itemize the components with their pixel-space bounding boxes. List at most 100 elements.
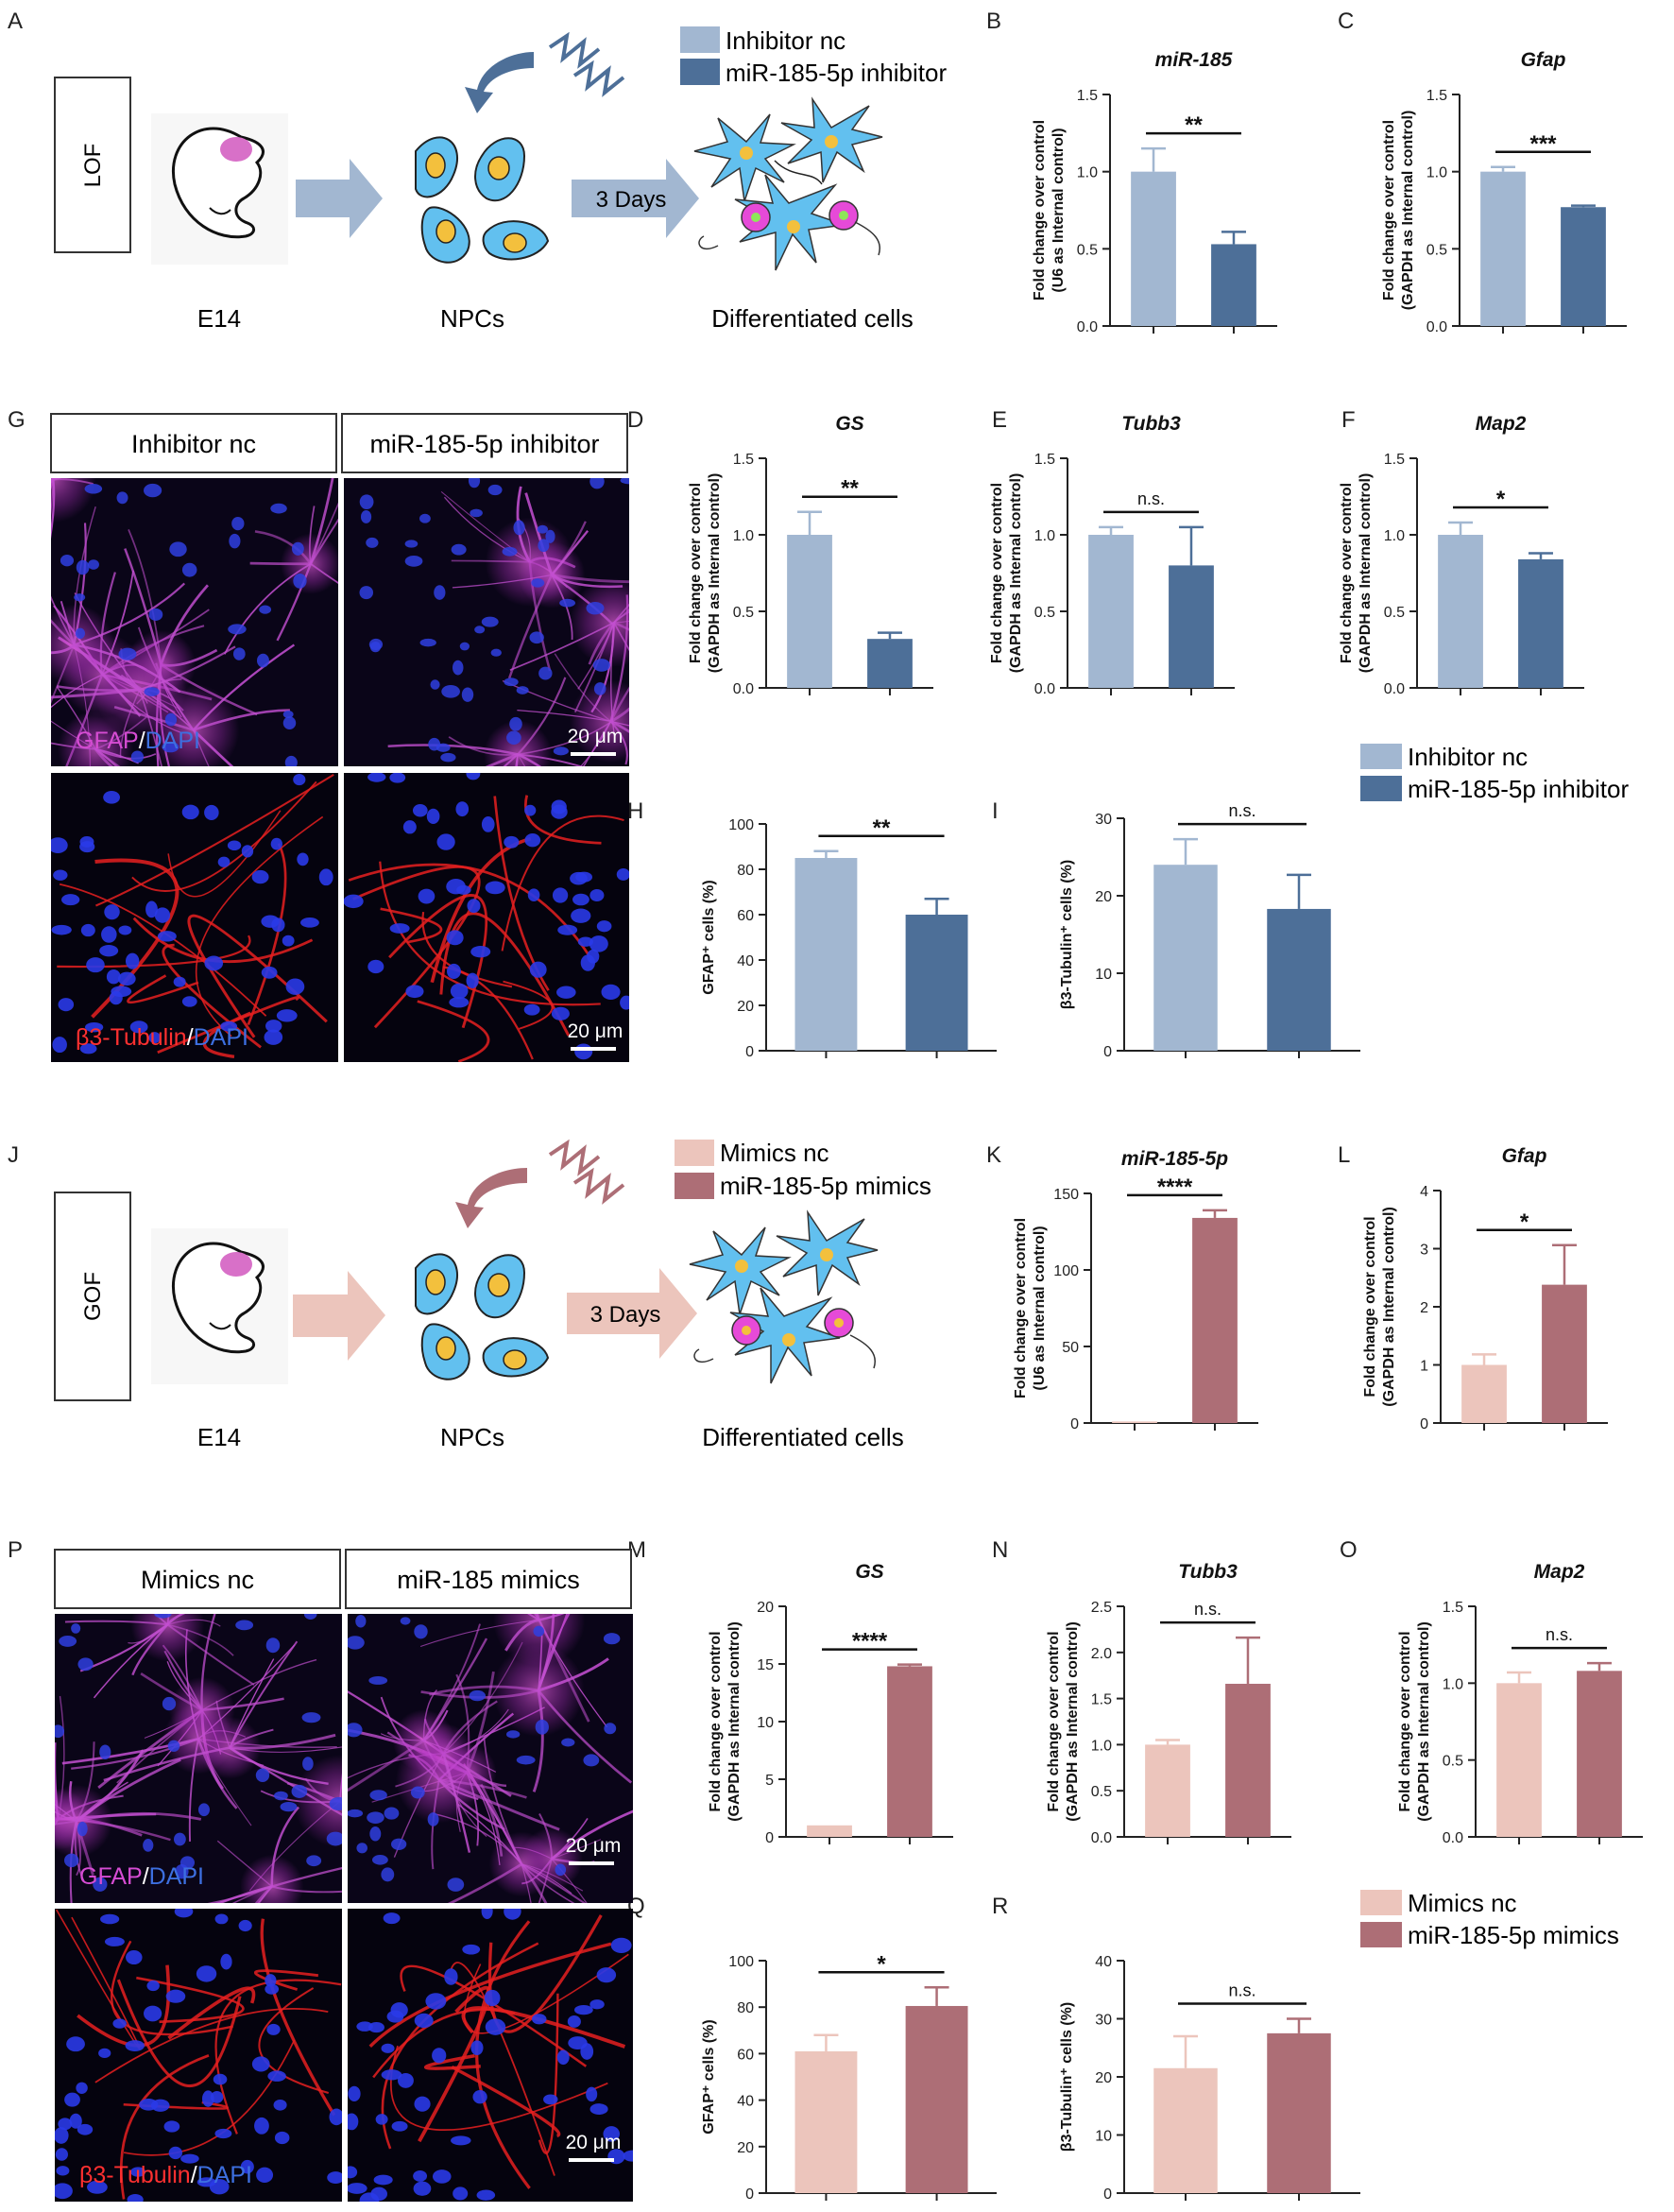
- bar: [1145, 1744, 1190, 1837]
- y-tick-label: 0.0: [1091, 1830, 1112, 1846]
- y-tick-label: 0: [1420, 1416, 1428, 1432]
- y-tick-label: 1.5: [1091, 1692, 1112, 1708]
- chart-title: miR-185-5p: [1121, 1148, 1228, 1170]
- bar: [1267, 908, 1331, 1051]
- gof-schematic-legend-label-0: Mimics nc: [720, 1139, 829, 1167]
- y-tick-label: 20: [737, 2140, 754, 2156]
- micrograph-header-right: miR-185-5p inhibitor: [369, 430, 599, 458]
- y-tick-label: 0: [1103, 1044, 1112, 1060]
- panel-letter-k: K: [986, 1142, 1001, 1168]
- y-axis-label: (GAPDH as Internal control): [1065, 1621, 1081, 1822]
- tubulin-dapi-label: β3-Tubulin/DAPI: [79, 2162, 252, 2188]
- micrograph-header-left: Inhibitor nc: [131, 430, 256, 458]
- micrograph-tile: [51, 773, 338, 1062]
- y-axis-label: (GAPDH as Internal control): [1400, 111, 1416, 311]
- micrograph-header-box: [54, 1549, 341, 1609]
- scale-bar: [571, 752, 616, 756]
- bar: [1169, 565, 1214, 688]
- bar: [1496, 1683, 1542, 1837]
- lof-chart-legend: Inhibitor nc miR-185-5p inhibitor: [1360, 743, 1629, 803]
- bar: [905, 915, 968, 1051]
- gof-days-arrow: [567, 1268, 697, 1359]
- y-tick-label: 1.0: [1077, 165, 1098, 181]
- chart-b: 0.0 0.5 1.0 1.5 ** miR-185 Fold change over co…: [1032, 49, 1277, 335]
- y-axis-label: β3-Tubulin⁺ cells (%): [1059, 2002, 1075, 2152]
- y-tick-label: 15: [757, 1657, 774, 1673]
- y-tick-label: 1.0: [1091, 1738, 1112, 1754]
- y-tick-label: 1.5: [1426, 88, 1447, 104]
- bar: [1088, 535, 1134, 688]
- scale-bar-label: 20 μm: [568, 726, 623, 747]
- y-axis-label: Fold change over control: [1397, 1631, 1413, 1811]
- lof-big-arrow: [296, 159, 383, 238]
- y-axis-label: β3-Tubulin⁺ cells (%): [1059, 860, 1075, 1009]
- y-tick-label: 0.0: [1426, 319, 1447, 335]
- y-tick-label: 0.5: [1384, 605, 1405, 621]
- y-tick-label: 10: [757, 1715, 774, 1731]
- micrograph-tile: [348, 1909, 633, 2202]
- y-axis-label: (GAPDH as Internal control): [1381, 1207, 1397, 1407]
- bar: [794, 858, 858, 1051]
- y-axis-label: GFAP⁺ cells (%): [701, 880, 717, 994]
- y-tick-label: 50: [1062, 1340, 1079, 1356]
- y-tick-label: 40: [737, 2094, 754, 2110]
- chart-k: 0 50 100 150 **** miR-185-5p Fold change over …: [1013, 1148, 1258, 1432]
- gof-result-label: Differentiated cells: [702, 1423, 903, 1451]
- y-tick-label: 10: [1095, 967, 1112, 983]
- gof-legend-label-1: miR-185-5p mimics: [1408, 1921, 1619, 1949]
- gof-chart-legend: Mimics nc miR-185-5p mimics: [1360, 1889, 1619, 1949]
- gfap-dapi-label: GFAP/DAPI: [76, 728, 200, 754]
- y-tick-label: 80: [737, 863, 754, 879]
- chart-title: Map2: [1534, 1561, 1585, 1583]
- y-tick-label: 5: [765, 1773, 774, 1789]
- significance-label: *: [1520, 1209, 1529, 1235]
- y-tick-label: 0.5: [733, 605, 754, 621]
- y-tick-label: 0.5: [1426, 242, 1447, 258]
- bar: [1518, 558, 1563, 688]
- differentiated-cells-icon: [693, 96, 883, 271]
- chart-e: 0.0 0.5 1.0 1.5 n.s. Tubb3 Fold change over co…: [989, 413, 1235, 697]
- chart-title: GS: [855, 1561, 883, 1583]
- bar: [1131, 171, 1176, 326]
- y-tick-label: 0.5: [1443, 1754, 1463, 1770]
- micrograph-header-right: miR-185 mimics: [397, 1566, 580, 1594]
- panel-letter-c: C: [1338, 9, 1354, 34]
- significance-label: n.s.: [1137, 489, 1165, 508]
- y-tick-label: 80: [737, 2000, 754, 2016]
- lof-days-arrow: [572, 159, 699, 238]
- y-tick-label: 1.0: [1384, 528, 1405, 544]
- gof-npcs-label: NPCs: [440, 1423, 504, 1451]
- y-tick-label: 1.0: [1443, 1676, 1463, 1692]
- bar: [787, 535, 832, 688]
- y-tick-label: 40: [1095, 1954, 1112, 1970]
- y-tick-label: 0: [765, 1830, 774, 1846]
- y-tick-label: 0: [1070, 1416, 1079, 1432]
- micrograph-header-left: Mimics nc: [141, 1566, 254, 1594]
- lof-legend-label-0: Inhibitor nc: [1408, 743, 1528, 771]
- y-axis-label: (U6 as Internal control): [1051, 128, 1067, 292]
- scale-bar-label: 20 μm: [566, 2132, 622, 2153]
- lof-schematic-legend: Inhibitor nc miR-185-5p inhibitor: [680, 26, 947, 87]
- chart-o: 0.0 0.5 1.0 1.5 n.s. Map2 Fold change over con…: [1397, 1561, 1643, 1846]
- lof-curved-arrow: [465, 52, 534, 113]
- gfap-dapi-label: GFAP/DAPI: [79, 1863, 204, 1890]
- y-axis-label: Fold change over control: [1381, 120, 1397, 300]
- y-tick-label: 2.0: [1091, 1646, 1112, 1662]
- panel-letter-h: H: [627, 798, 643, 824]
- lof-schematic-legend-label-1: miR-185-5p inhibitor: [726, 59, 947, 87]
- significance-label: ****: [852, 1629, 888, 1655]
- bar: [1480, 171, 1526, 326]
- y-tick-label: 1.5: [1443, 1600, 1463, 1616]
- micrograph-panel-g: Inhibitor nc miR-185-5p inhibitor GFAP/D…: [50, 413, 629, 1062]
- significance-label: n.s.: [1228, 801, 1256, 820]
- chart-title: Tubb3: [1178, 1561, 1238, 1583]
- chart-h: 0 20 40 60 80 100 ** GFAP⁺ cells (%): [701, 815, 997, 1060]
- significance-label: n.s.: [1194, 1600, 1221, 1619]
- significance-label: *: [877, 1951, 886, 1977]
- y-tick-label: 2.5: [1091, 1600, 1112, 1616]
- gof-days-label: 3 Days: [590, 1302, 661, 1328]
- y-tick-label: 0: [1103, 2186, 1112, 2203]
- panel-letter-a: A: [8, 9, 23, 34]
- bar: [1438, 535, 1483, 688]
